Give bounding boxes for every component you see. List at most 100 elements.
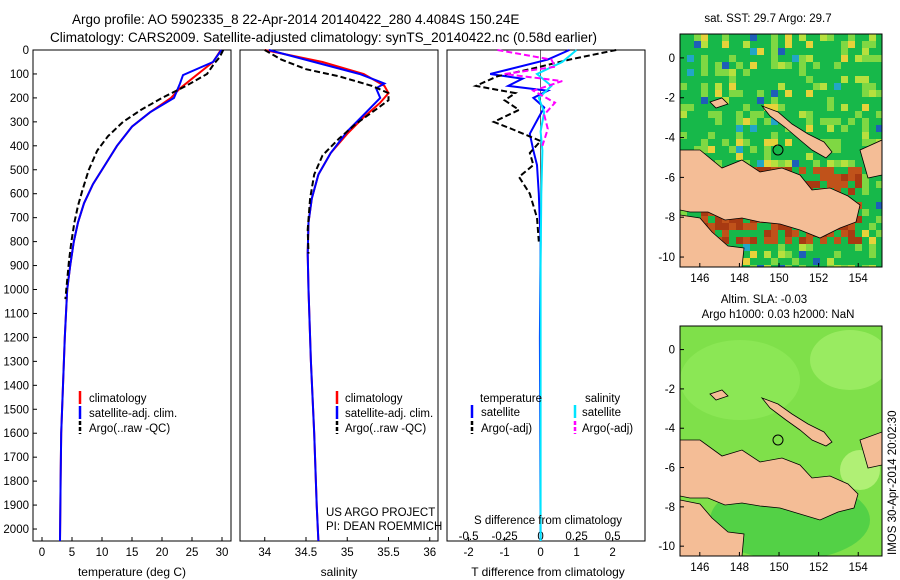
sst-cell <box>799 244 806 251</box>
sst-cell <box>750 223 757 230</box>
sst-cell <box>799 265 806 267</box>
t-difference-axis: -2 -1 0 1 2 <box>463 537 616 559</box>
salinity-xlabel: salinity <box>321 565 358 579</box>
sst-cell <box>848 223 855 230</box>
sst-cell <box>855 174 862 181</box>
sst-cell <box>736 216 743 223</box>
sst-land-island <box>709 97 729 109</box>
sst-cell <box>729 76 736 83</box>
sla-blob-2 <box>810 330 882 390</box>
sst-cell <box>750 237 757 244</box>
sst-cell <box>876 230 882 237</box>
sst-cell <box>750 265 757 267</box>
sst-cell <box>848 188 855 195</box>
sst-cell <box>862 48 869 55</box>
sst-cell <box>792 258 799 265</box>
sst-axes: 146 148 150 152 154 0 -2 -4 -6 -8 -10 <box>658 53 868 285</box>
x-tick-label: 34 <box>258 547 271 559</box>
sst-cell <box>834 62 841 69</box>
sst-cell <box>862 181 869 188</box>
sst-cell <box>743 223 750 230</box>
sst-cell <box>813 160 820 167</box>
salinity-panel: 34 34.5 35 35.5 36 salinity climatology sate… <box>239 49 442 579</box>
sst-cell <box>771 55 778 62</box>
sst-cell <box>841 160 848 167</box>
legend-label-satellite: satellite-adj. clim. <box>89 408 177 420</box>
sst-land-new-britain <box>760 105 833 159</box>
lon-tick-label: 146 <box>690 562 709 574</box>
top-tick-label: -0.25 <box>491 531 517 543</box>
sst-cell <box>708 223 715 230</box>
lon-tick-label: 154 <box>849 562 869 574</box>
sst-cell <box>827 167 834 174</box>
sla-land-island <box>709 389 729 401</box>
sst-cell <box>729 146 736 153</box>
sst-cell <box>799 34 806 41</box>
sst-land-south <box>680 214 745 267</box>
sst-cell <box>827 230 834 237</box>
lat-tick-label: -4 <box>665 423 676 435</box>
sst-cell <box>771 132 778 139</box>
sst-cell <box>862 55 869 62</box>
sst-cell <box>827 125 834 132</box>
sst-cell <box>848 167 855 174</box>
lat-tick-label: -8 <box>665 502 675 514</box>
top-tick-label: -0.5 <box>459 531 479 543</box>
sst-cell <box>799 251 806 258</box>
sst-cell <box>743 139 750 146</box>
sst-cell <box>687 55 694 62</box>
lat-tick-label: -6 <box>665 172 675 184</box>
sst-cell <box>736 139 743 146</box>
y-tick-label: 0 <box>23 45 29 57</box>
sst-cell <box>827 118 834 125</box>
title-line-1: Argo profile: AO 5902335_8 22-Apr-2014 2… <box>72 12 519 27</box>
sst-cell <box>722 41 729 48</box>
sst-cell <box>694 34 701 41</box>
sst-cell <box>701 216 708 223</box>
series-line-salinity-satellite <box>535 49 578 541</box>
sst-cell <box>876 202 882 209</box>
lon-tick-label: 154 <box>849 273 869 285</box>
sst-cell <box>701 34 708 41</box>
sst-map-title: sat. SST: 29.7 Argo: 29.7 <box>704 13 831 25</box>
sst-cell <box>736 111 743 118</box>
sst-cell <box>834 83 841 90</box>
sst-cell <box>715 111 722 118</box>
sst-cell <box>827 258 834 265</box>
sst-cell <box>750 48 757 55</box>
sst-cell <box>736 153 743 160</box>
sst-cell <box>869 34 876 41</box>
sst-land-new-guinea <box>680 149 861 239</box>
sst-cell <box>792 55 799 62</box>
sst-cell <box>862 209 869 216</box>
sst-cell <box>778 83 785 90</box>
s-difference-label: S difference from climatology <box>474 515 622 527</box>
sst-cell <box>771 223 778 230</box>
sst-cell <box>743 69 750 76</box>
sst-cell <box>834 237 841 244</box>
sst-cell <box>729 69 736 76</box>
y-tick-label: 500 <box>10 165 29 177</box>
sst-cell <box>708 111 715 118</box>
sst-cell <box>771 258 778 265</box>
y-tick-label: 1800 <box>3 476 29 488</box>
lat-tick-label: -4 <box>665 133 676 145</box>
temperature-axis: 0 5 10 15 20 25 30 <box>39 537 228 559</box>
sst-cell <box>806 90 813 97</box>
sst-cell <box>778 160 785 167</box>
sst-cell <box>743 244 750 251</box>
sst-cell <box>701 41 708 48</box>
lat-tick-label: -10 <box>658 541 675 553</box>
sst-cell <box>715 223 722 230</box>
sst-cell <box>771 104 778 111</box>
sst-cell <box>876 111 882 118</box>
x-tick-label: 0 <box>537 547 543 559</box>
y-tick-label: 1600 <box>3 428 29 440</box>
sst-cell <box>848 174 855 181</box>
sst-cell <box>764 265 771 267</box>
sst-cell <box>785 34 792 41</box>
temperature-frame <box>32 49 232 542</box>
legend-label-climatology: climatology <box>89 393 147 405</box>
sst-cell <box>750 34 757 41</box>
sst-cell <box>855 55 862 62</box>
